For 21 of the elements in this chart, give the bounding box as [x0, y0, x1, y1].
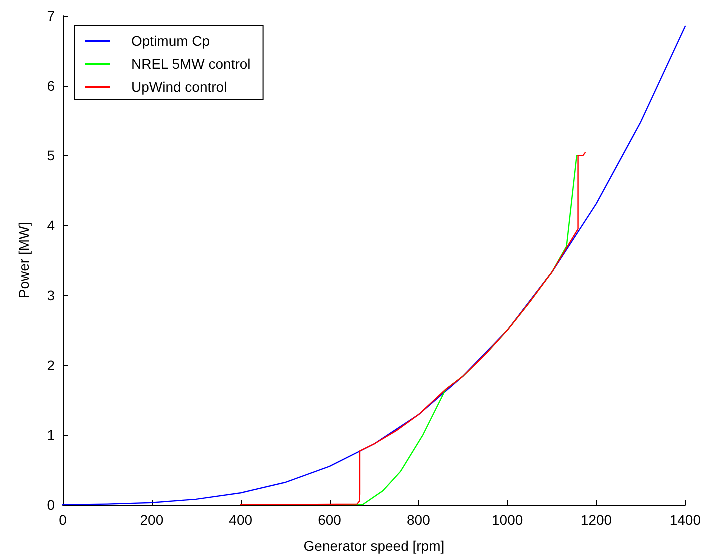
- y-tick-label: 6: [47, 78, 56, 94]
- y-tick-label: 2: [47, 357, 56, 374]
- x-tick-label: 600: [318, 512, 342, 528]
- y-tick-label: 0: [47, 497, 56, 513]
- x-tick-label: 1200: [580, 512, 612, 528]
- y-axis-title: Power [MW]: [16, 222, 32, 299]
- legend-label: Optimum Cp: [132, 33, 210, 49]
- y-tick-label: 7: [47, 8, 56, 24]
- x-tick-label: 1400: [670, 512, 702, 528]
- legend-label: UpWind control: [132, 79, 228, 95]
- x-tick-label: 200: [140, 512, 164, 528]
- y-tick-label: 1: [47, 427, 56, 444]
- y-tick-label: 5: [47, 148, 56, 164]
- x-axis-title: Generator speed [rpm]: [304, 538, 445, 554]
- y-tick-label: 3: [47, 287, 56, 304]
- legend-label: NREL 5MW control: [132, 56, 251, 72]
- x-tick-label: 0: [59, 512, 68, 528]
- x-tick-label: 1000: [492, 512, 524, 528]
- y-tick-label: 4: [47, 218, 56, 234]
- x-tick-label: 800: [406, 512, 431, 528]
- x-tick-label: 400: [229, 512, 253, 528]
